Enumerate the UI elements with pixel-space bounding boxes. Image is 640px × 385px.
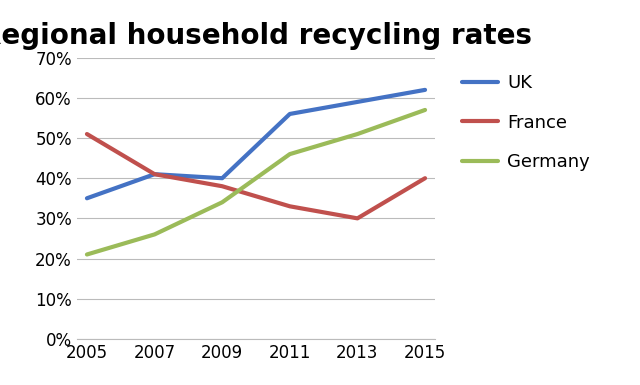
UK [151, 172, 159, 176]
Germany [353, 132, 361, 136]
Germany [83, 252, 91, 257]
France [83, 132, 91, 136]
France [151, 172, 159, 176]
UK [218, 176, 226, 181]
France [286, 204, 294, 209]
Line: France: France [87, 134, 425, 218]
France [353, 216, 361, 221]
UK [421, 87, 429, 92]
Germany [218, 200, 226, 204]
Germany [421, 108, 429, 112]
Line: UK: UK [87, 90, 425, 198]
UK [286, 112, 294, 116]
Line: Germany: Germany [87, 110, 425, 254]
France [218, 184, 226, 189]
Title: Regional household recycling rates: Regional household recycling rates [0, 22, 532, 50]
UK [83, 196, 91, 201]
Legend: UK, France, Germany: UK, France, Germany [455, 67, 597, 179]
France [421, 176, 429, 181]
Germany [151, 232, 159, 237]
UK [353, 100, 361, 104]
Germany [286, 152, 294, 156]
